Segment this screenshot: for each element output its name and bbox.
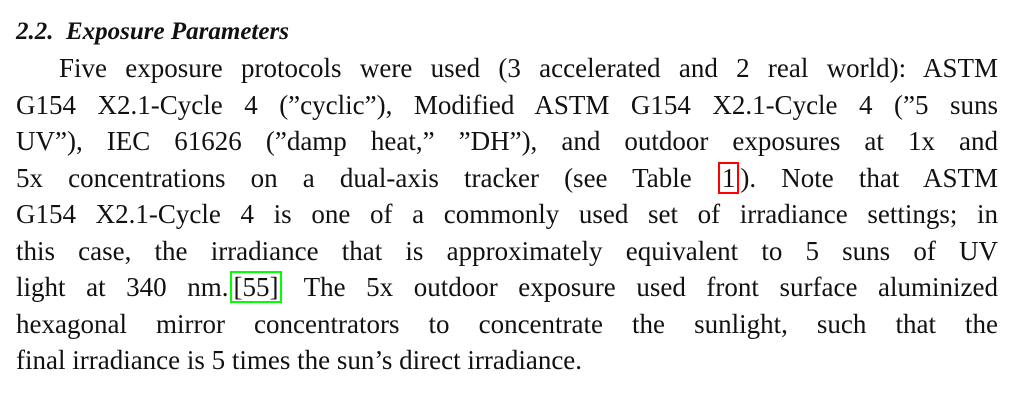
paragraph-line-6: this case, the irradiance that is approx… <box>16 235 998 266</box>
line-4-text-a: 5x concentrations on a dual-axis tracker… <box>16 162 717 193</box>
paragraph-line-5: G154 X2.1-Cycle 4 is one of a commonly u… <box>16 199 998 229</box>
body-paragraph: Five exposure protocols were used (3 acc… <box>16 50 998 379</box>
paragraph-line-7: light at 340 nm. [55] The 5x outdoor expo… <box>16 269 998 306</box>
paragraph-line-4: 5x concentrations on a dual-axis tracker… <box>16 160 998 197</box>
document-page: 2.2. Exposure Parameters Five exposure p… <box>16 14 998 379</box>
table-reference-link[interactable]: 1 <box>717 161 740 194</box>
section-title: Exposure Parameters <box>66 18 289 45</box>
line-7-text-b: The 5x outdoor exposure used front surfa… <box>283 272 998 302</box>
section-heading: 2.2. Exposure Parameters <box>16 14 998 50</box>
paragraph-line-3: UV”), IEC 61626 (”damp heat,” ”DH”), and… <box>16 126 998 156</box>
citation-link[interactable]: [55] <box>229 271 283 303</box>
paragraph-line-2: G154 X2.1-Cycle 4 (”cyclic”), Modified A… <box>16 89 998 120</box>
line-4-text-b: ). Note that ASTM <box>740 162 998 193</box>
paragraph-line-1: Five exposure protocols were used (3 acc… <box>59 53 998 83</box>
section-number: 2.2. <box>16 18 54 45</box>
line-7-text-a: light at 340 nm. <box>16 272 229 302</box>
paragraph-line-8: hexagonal mirror concentrators to concen… <box>16 308 998 339</box>
paragraph-line-9: final irradiance is 5 times the sun’s di… <box>16 345 583 375</box>
